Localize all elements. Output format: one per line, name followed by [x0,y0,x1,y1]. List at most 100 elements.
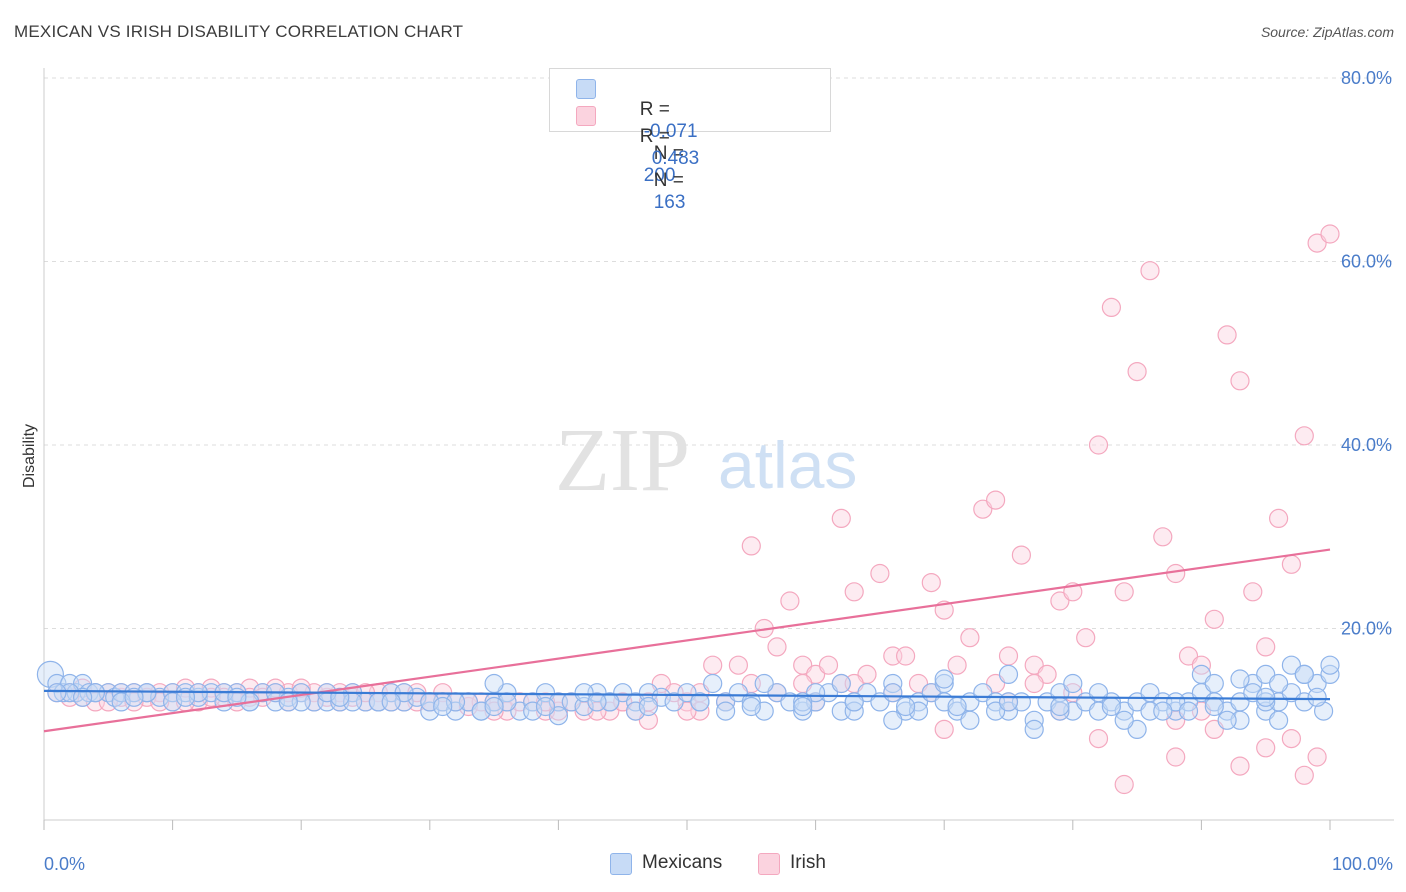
irish-point [780,591,800,611]
mexicans-point [883,710,903,730]
grid-lines [44,77,1394,629]
mexicans-point [1217,710,1237,730]
source-label: Source: ZipAtlas.com [1260,24,1394,40]
watermark-atlas: atlas [718,428,857,502]
legend: R = -0.071 N = 200 R = 0.483 N = 163 [549,68,831,213]
mexicans-point [1050,696,1070,717]
mexicans-point [124,687,144,707]
bottom-legend-label-irish: Irish [790,852,826,873]
mexicans-point [934,673,954,694]
mexicans-point [1153,701,1173,721]
mexicans-point [1256,687,1276,707]
mexicans-point [523,701,543,721]
mexicans-point [1101,696,1122,717]
irish-point [1114,582,1134,602]
irish-swatch [576,106,596,126]
mexicans-point [1268,673,1289,694]
irish-point [1076,628,1096,648]
y-tick-label: 20.0% [1341,619,1392,639]
y-tick-label: 40.0% [1341,435,1392,455]
mexicans-point [741,696,761,717]
irish-point [741,536,761,556]
irish-trend-line [43,548,1331,733]
mexicans-point [1050,701,1070,721]
legend-r-label: R = [639,99,670,120]
mexicans-point [664,692,684,712]
legend-n-value-irish: 163 [653,192,686,213]
mexicans-points [36,655,1340,740]
mexicans-point [1294,664,1314,685]
irish-point [844,582,864,602]
mexicans-point [895,696,916,717]
mexicans-point [574,683,594,703]
mexicans-point [703,673,723,694]
mexicans-point [85,683,106,703]
mexicans-point [793,696,813,717]
mexicans-point [484,696,504,717]
mexicans-point [381,692,401,712]
legend-n-label: N = [653,170,684,191]
mexicans-point [548,706,569,726]
irish-point [947,655,967,675]
mexicans-point [484,673,504,694]
mexicans-point [47,683,67,703]
mexicans-point [433,696,453,717]
irish-point [767,637,787,657]
mexicans-point [690,692,710,712]
mexicans-point [831,673,851,694]
irish-point [1101,297,1122,317]
mexicans-point [1294,692,1314,712]
irish-point [1204,609,1224,629]
mexicans-point [1204,673,1224,694]
mexicans-point [1063,673,1083,694]
irish-point [1217,325,1237,345]
chart-title: MEXICAN VS IRISH DISABILITY CORRELATION … [14,22,464,41]
mexicans-point [793,692,813,712]
watermark-zip: ZIP [555,411,690,510]
mexicans-point [934,669,954,689]
mexicans-point [1114,710,1134,730]
mexicans-point [1178,701,1199,721]
irish-point [1230,756,1250,776]
irish-point [1307,747,1327,767]
mexicans-point [883,683,903,703]
irish-point [1088,728,1109,749]
y-tick-label: 80.0% [1341,68,1392,88]
mexicans-point [728,683,749,703]
x-tick-label: 0.0% [44,854,85,874]
irish-point [1024,673,1044,694]
mexicans-swatch [610,853,632,875]
legend-row-irish: R = 0.483 N = 163 [550,102,830,213]
mexicans-point [1281,655,1302,675]
mexicans-point [638,696,659,717]
irish-point [960,628,980,648]
mexicans-point [998,692,1019,712]
irish-point [1281,554,1302,574]
irish-point [895,646,916,666]
irish-point [728,655,749,675]
mexicans-point [651,687,671,707]
x-tick-label: 100.0% [1332,854,1393,874]
mexicans-point [587,692,607,712]
mexicans-point [1307,687,1327,707]
legend-r-label: R = [639,126,670,147]
mexicans-point [1256,692,1276,712]
mexicans-point [1024,719,1044,740]
mexicans-point [960,710,980,730]
irish-point [1011,545,1032,565]
legend-r-value-mexicans: -0.071 [643,121,698,142]
irish-point [1294,765,1314,785]
irish-point [1088,435,1109,455]
mexicans-point [1230,669,1250,689]
legend-n-value-mexicans: 200 [643,165,676,186]
irish-point [1166,747,1186,767]
irish-point [1256,738,1276,758]
irish-point [1230,371,1250,391]
mexicans-point [1204,696,1224,717]
irish-point [1153,527,1173,547]
mexicans-point [613,683,633,703]
irish-point [1243,582,1263,602]
mexicans-point [36,660,65,689]
legend-row-mexicans: R = -0.071 N = 200 [550,75,830,186]
